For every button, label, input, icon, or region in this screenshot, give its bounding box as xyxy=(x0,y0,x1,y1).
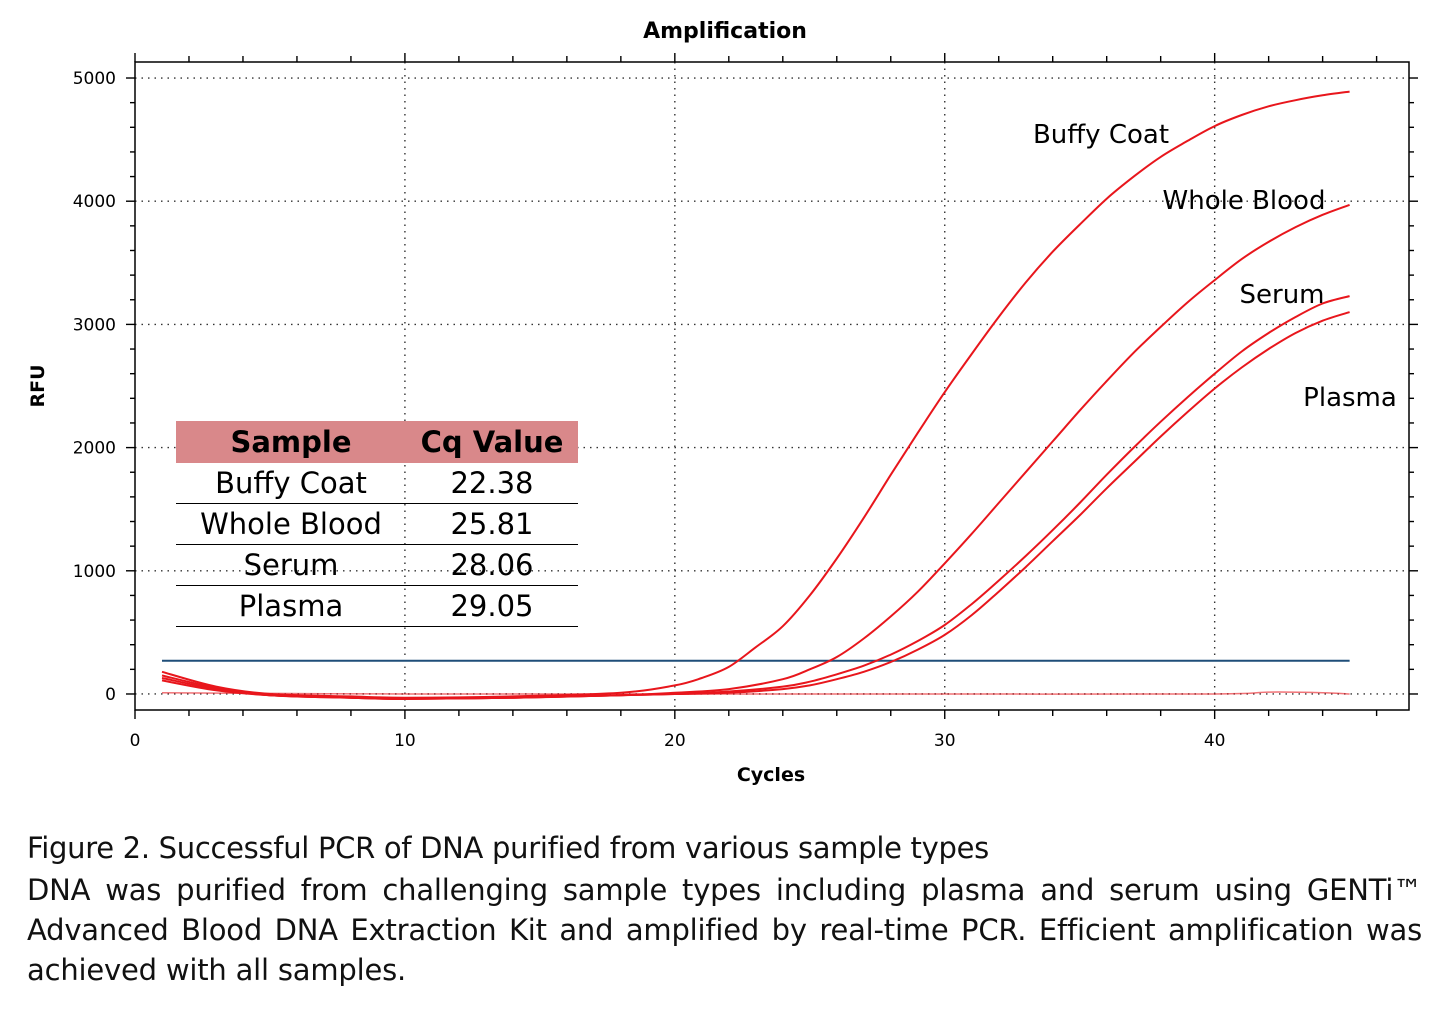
cq-cell: 25.81 xyxy=(406,503,578,545)
y-tick-label: 3000 xyxy=(73,315,116,335)
table-row: Serum 28.06 xyxy=(176,544,578,586)
y-tick-label: 5000 xyxy=(73,69,116,89)
series-labels: Buffy Coat Whole Blood Serum Plasma xyxy=(1033,120,1397,413)
amplification-chart: 0 10 20 30 40 0 1000 2000 3000 4000 5000 Buffy Coa… xyxy=(27,19,1418,786)
x-tick-label: 20 xyxy=(664,731,686,751)
series-label-buffy-coat: Buffy Coat xyxy=(1033,120,1169,150)
series-label-serum: Serum xyxy=(1240,280,1325,310)
x-tick-label: 40 xyxy=(1204,731,1226,751)
x-tick-label: 30 xyxy=(934,731,956,751)
y-tick-label: 4000 xyxy=(73,192,116,212)
caption-title: Figure 2. Successful PCR of DNA purified… xyxy=(27,831,989,865)
table-row: Whole Blood 25.81 xyxy=(176,503,578,545)
x-tick-label: 10 xyxy=(394,731,416,751)
cq-cell: 22.38 xyxy=(406,463,578,504)
x-tick-label: 0 xyxy=(130,731,141,751)
figure-caption: Figure 2. Successful PCR of DNA purified… xyxy=(27,826,1422,990)
header-cq-value: Cq Value xyxy=(406,421,578,463)
y-tick-label: 2000 xyxy=(73,439,116,459)
sample-cell: Plasma xyxy=(176,585,406,627)
y-tick-label: 1000 xyxy=(73,562,116,582)
table-row: Plasma 29.05 xyxy=(176,585,578,627)
sample-cell: Whole Blood xyxy=(176,503,406,545)
series-line-plasma xyxy=(161,311,1350,700)
cq-cell: 28.06 xyxy=(406,544,578,586)
series-label-plasma: Plasma xyxy=(1303,383,1397,413)
sample-cell: Serum xyxy=(176,544,406,586)
y-tick-label: 0 xyxy=(105,685,116,705)
series-line-baseline xyxy=(161,691,1350,695)
cq-cell: 29.05 xyxy=(406,585,578,627)
sample-cell: Buffy Coat xyxy=(176,463,406,504)
plot-frame xyxy=(134,61,1410,711)
axes: 0 10 20 30 40 0 1000 2000 3000 4000 5000 xyxy=(73,53,1418,751)
table-row: Buffy Coat 22.38 xyxy=(176,463,578,504)
series-line-buffy-coat xyxy=(161,90,1350,699)
table-header-row: Sample Cq Value xyxy=(176,421,578,463)
caption-body: DNA was purified from challenging sample… xyxy=(27,873,1422,987)
series-label-whole-blood: Whole Blood xyxy=(1163,186,1326,216)
chart-title: Amplification xyxy=(643,19,807,44)
y-axis-label: RFU xyxy=(27,364,49,407)
x-axis-label: Cycles xyxy=(737,764,805,786)
cq-value-table: Sample Cq Value Buffy Coat 22.38 Whole B… xyxy=(176,421,578,627)
series-lines xyxy=(161,90,1350,700)
header-sample: Sample xyxy=(176,421,406,463)
